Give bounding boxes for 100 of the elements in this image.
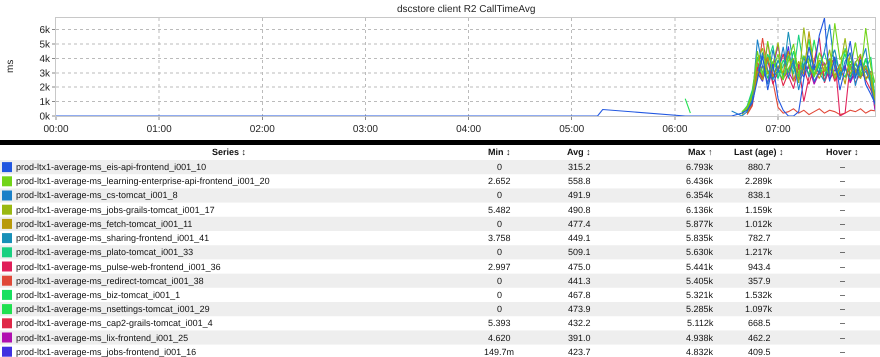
legend-title: Series ↕ <box>212 147 246 157</box>
text: – <box>840 233 846 243</box>
x-tick-label: 05:00 <box>559 124 585 135</box>
legend-label: prod-ltx1-average-ms_pulse-web-frontend_i001_36 <box>16 262 221 272</box>
x-tick-label: 03:00 <box>352 124 378 135</box>
legend-label: prod-ltx1-average-ms_cs-tomcat_i001_8 <box>16 190 178 200</box>
legend-label: prod-ltx1-average-ms_redirect-tomcat_i001_38 <box>16 276 204 286</box>
y-axis-title: ms <box>5 60 16 73</box>
x-tick-label: 02:00 <box>250 124 276 135</box>
y-tick-label: 1k <box>39 97 51 108</box>
text: 315.2 <box>568 162 591 172</box>
text: 5.482 <box>488 205 511 215</box>
text: – <box>840 205 846 215</box>
text: 477.4 <box>568 219 591 229</box>
text: 5.630k <box>686 247 714 257</box>
y-tick-label: 5k <box>39 39 51 50</box>
text: 3.758 <box>488 233 511 243</box>
text: – <box>840 262 846 272</box>
text: – <box>840 333 846 343</box>
text: 668.5 <box>748 318 771 328</box>
y-tick-label: 6k <box>39 25 51 36</box>
text: 0 <box>497 247 502 257</box>
legend-label: prod-ltx1-average-ms_cap2-grails-tomcat_i001_4 <box>16 318 213 328</box>
text: 467.8 <box>568 290 591 300</box>
text: 432.2 <box>568 318 591 328</box>
x-tick-label: 06:00 <box>662 124 688 135</box>
text: 1.532k <box>745 290 772 300</box>
text: 1.097k <box>745 304 772 314</box>
legend-label: prod-ltx1-average-ms_jobs-grails-tomcat_i001_17 <box>16 205 215 215</box>
text: 462.2 <box>748 333 771 343</box>
category-label: Max ↑ <box>688 147 713 157</box>
y-tick-label: 2k <box>39 82 51 94</box>
text: 0 <box>497 162 502 172</box>
legend-label: prod-ltx1-average-ms_biz-tomcat_i001_1 <box>16 290 180 300</box>
text: 4.620 <box>488 333 511 343</box>
text: 473.9 <box>568 304 591 314</box>
chart-title: dscstore client R2 CallTimeAvg <box>397 4 536 15</box>
text: 449.1 <box>568 233 591 243</box>
text: 491.9 <box>568 190 591 200</box>
text: – <box>840 162 846 172</box>
text: – <box>840 318 846 328</box>
legend-label: prod-ltx1-average-ms_fetch-tomcat_i001_11 <box>16 219 192 229</box>
text: – <box>840 247 846 257</box>
text: 5.321k <box>686 290 714 300</box>
text: 1.217k <box>745 247 772 257</box>
text: 391.0 <box>568 333 591 343</box>
text: – <box>840 304 846 314</box>
text: 149.7m <box>484 347 514 357</box>
text: 0 <box>497 304 502 314</box>
legend-label: prod-ltx1-average-ms_eis-api-frontend_i001_10 <box>16 162 206 172</box>
text: 475.0 <box>568 262 591 272</box>
text: 4.938k <box>686 333 714 343</box>
text: 5.441k <box>686 262 714 272</box>
category-label: Min ↕ <box>488 147 510 157</box>
text: 5.393 <box>488 318 511 328</box>
text: 1.159k <box>745 205 772 215</box>
x-tick-label: 00:00 <box>43 124 69 135</box>
text: 5.112k <box>687 318 714 328</box>
text: – <box>840 190 846 200</box>
text: 423.7 <box>568 347 591 357</box>
text: 2.289k <box>745 176 772 186</box>
text: 2.997 <box>488 262 511 272</box>
text: 0 <box>497 219 502 229</box>
text: 558.8 <box>568 176 591 186</box>
legend-label: prod-ltx1-average-ms_jobs-frontend_i001_16 <box>16 347 196 357</box>
text: 782.7 <box>748 233 771 243</box>
text: 441.3 <box>568 276 591 286</box>
text: 2.652 <box>488 176 511 186</box>
legend-label: prod-ltx1-average-ms_nsettings-tomcat_i001_29 <box>16 304 210 314</box>
x-tick-label: 04:00 <box>456 124 482 135</box>
text: 6.793k <box>686 162 714 172</box>
text: 509.1 <box>568 247 591 257</box>
text: 5.835k <box>686 233 714 243</box>
legend-label: prod-ltx1-average-ms_learning-enterprise-api-frontend_i001_20 <box>16 176 270 186</box>
category-label: Hover ↕ <box>826 147 859 157</box>
legend-label: prod-ltx1-average-ms_sharing-frontend_i001_41 <box>16 233 210 243</box>
category-label: Avg ↕ <box>567 147 591 157</box>
text: 0 <box>497 290 502 300</box>
text: 838.1 <box>748 190 771 200</box>
text: 880.7 <box>748 162 771 172</box>
text: 6.354k <box>686 190 714 200</box>
legend-label: prod-ltx1-average-ms_lix-frontend_i001_25 <box>16 333 188 343</box>
text: 4.832k <box>686 347 714 357</box>
category-label: Last (age) ↕ <box>734 147 784 157</box>
text: 0 <box>497 276 502 286</box>
x-tick-label: 01:00 <box>146 124 172 135</box>
text: 490.8 <box>568 205 591 215</box>
text: 6.436k <box>686 176 714 186</box>
x-tick-label: 07:00 <box>766 124 791 135</box>
text: 5.877k <box>686 219 714 229</box>
text: 5.285k <box>686 304 714 314</box>
legend-label: prod-ltx1-average-ms_plato-tomcat_i001_33 <box>16 247 194 257</box>
text: 0 <box>497 190 502 200</box>
text: – <box>840 219 846 229</box>
y-tick-label: 0k <box>39 112 51 122</box>
text: 1.012k <box>745 219 772 229</box>
text: 409.5 <box>748 347 771 357</box>
text: 943.4 <box>748 262 771 272</box>
text: 357.9 <box>748 276 771 286</box>
text: 5.405k <box>686 276 714 286</box>
